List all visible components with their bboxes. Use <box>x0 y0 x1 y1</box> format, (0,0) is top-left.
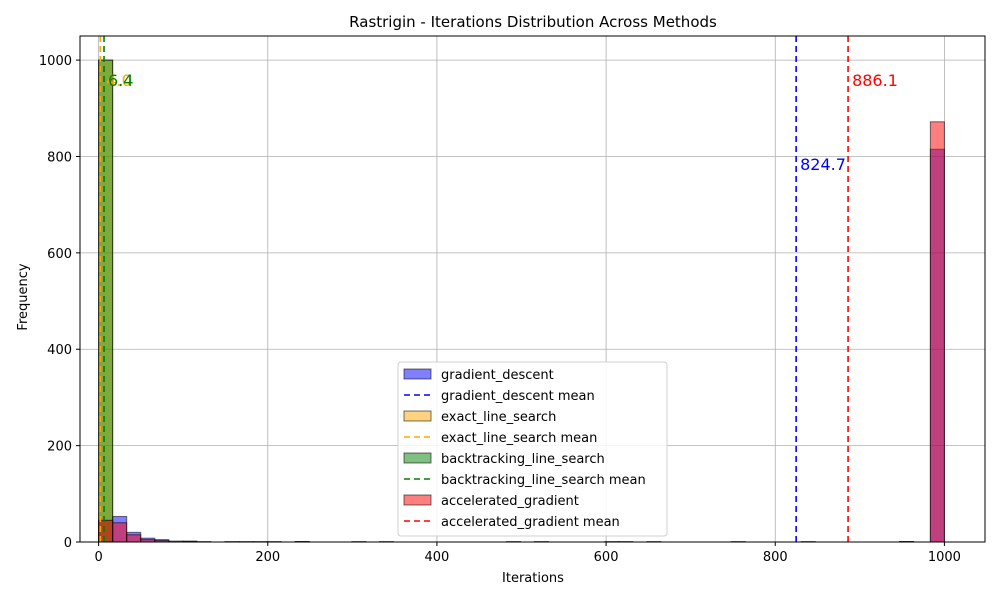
legend-swatch-backtracking-line-search <box>403 452 432 464</box>
x-tick-label: 0 <box>94 550 102 565</box>
legend-box <box>397 361 668 537</box>
chart-title: Rastrigin - Iterations Distribution Acro… <box>349 13 717 31</box>
legend-label: exact_line_search <box>441 410 556 425</box>
x-tick-label: 600 <box>594 550 619 565</box>
mean-lines-layer: 824.7 4.06.4 886.1 <box>99 36 898 542</box>
bars-layer <box>98 59 945 543</box>
legend-label: accelerated_gradient mean <box>441 515 620 530</box>
histogram-bar-accelerated-gradient <box>929 121 945 543</box>
y-tick-label: 600 <box>47 247 72 262</box>
plot-frame <box>79 35 986 543</box>
y-tick-label: 200 <box>47 440 72 455</box>
ticks-layer: 0 200 400 600 800 1000 0 200 400 600 800 1000 <box>39 54 961 565</box>
mean-value-label-gradient-descent: 824.7 <box>800 155 846 174</box>
x-tick-label: 200 <box>255 550 280 565</box>
x-tick-label: 1000 <box>928 550 961 565</box>
y-tick-label: 400 <box>47 343 72 358</box>
mean-value-label-exact-line-search: 4.0 <box>106 71 131 90</box>
y-tick-label: 800 <box>47 150 72 165</box>
histogram-bar-accelerated-gradient <box>112 522 128 543</box>
mean-value-label-backtracking-line-search: 6.4 <box>108 71 133 90</box>
legend-label: backtracking_line_search <box>441 452 605 467</box>
legend-swatch-accelerated-gradient <box>403 494 432 506</box>
legend-swatch-exact-line-search <box>403 410 432 422</box>
legend: gradient_descent gradient_descent mean exa… <box>397 361 668 537</box>
y-tick-label: 1000 <box>39 54 72 69</box>
x-tick-label: 800 <box>763 550 788 565</box>
legend-label: exact_line_search mean <box>441 431 597 446</box>
x-tick-label: 400 <box>425 550 450 565</box>
mean-value-label-accelerated-gradient: 886.1 <box>852 71 898 90</box>
legend-label: gradient_descent mean <box>441 389 595 404</box>
x-axis-label: Iterations <box>502 571 564 586</box>
histogram-bar-accelerated-gradient <box>126 534 142 543</box>
legend-swatch-gradient-descent <box>403 368 432 380</box>
legend-label: accelerated_gradient <box>441 494 579 509</box>
y-axis-label: Frequency <box>16 263 31 330</box>
legend-label: backtracking_line_search mean <box>441 473 646 488</box>
legend-label: gradient_descent <box>441 368 554 383</box>
y-tick-label: 0 <box>64 536 72 551</box>
